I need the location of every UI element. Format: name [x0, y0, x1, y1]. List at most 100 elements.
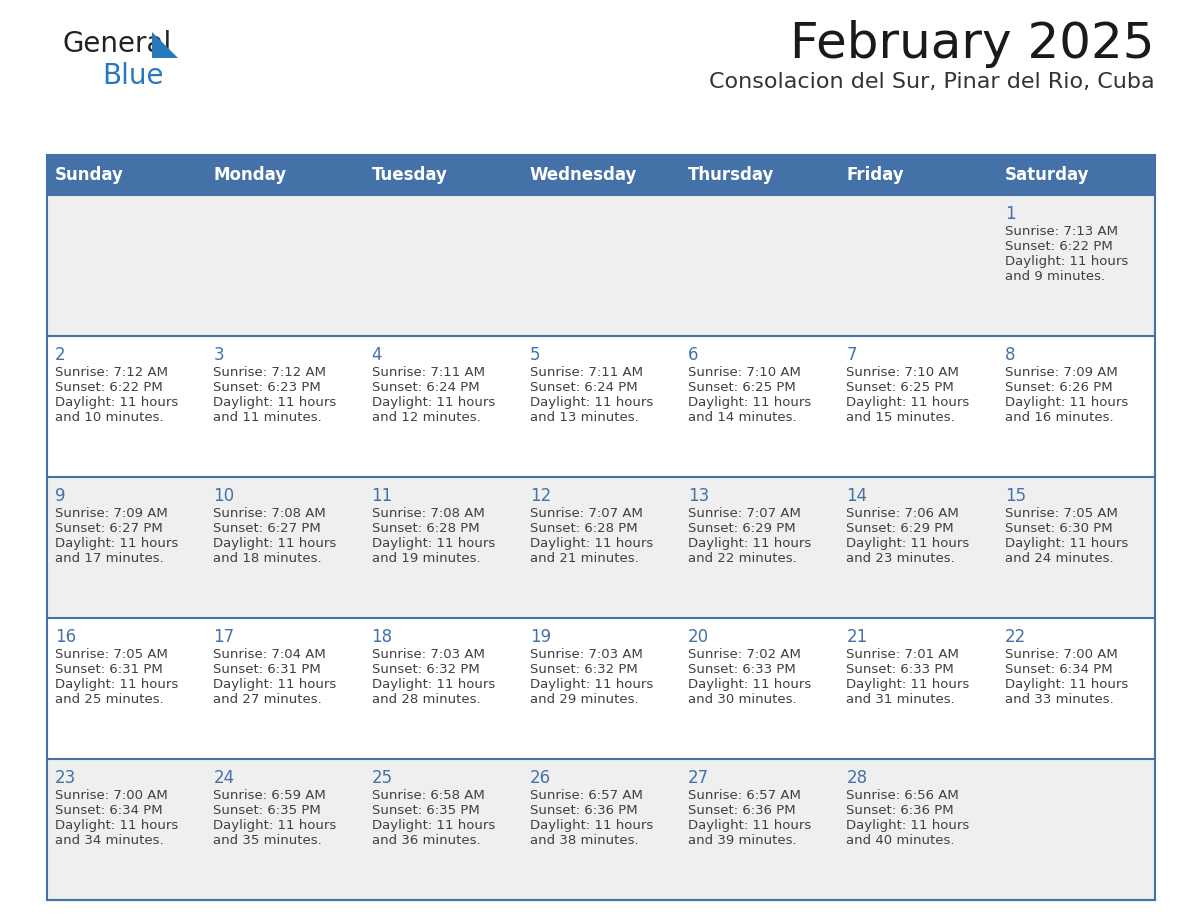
Text: Sunrise: 7:02 AM: Sunrise: 7:02 AM — [688, 648, 801, 661]
Text: 11: 11 — [372, 487, 393, 505]
Text: and 40 minutes.: and 40 minutes. — [846, 834, 955, 847]
Text: Daylight: 11 hours: Daylight: 11 hours — [55, 678, 178, 691]
Bar — [48, 336, 1155, 477]
Bar — [206, 155, 364, 195]
Text: Daylight: 11 hours: Daylight: 11 hours — [846, 537, 969, 550]
Text: Daylight: 11 hours: Daylight: 11 hours — [530, 819, 653, 832]
Text: Sunrise: 7:00 AM: Sunrise: 7:00 AM — [1005, 648, 1118, 661]
Text: and 38 minutes.: and 38 minutes. — [530, 834, 638, 847]
Text: and 9 minutes.: and 9 minutes. — [1005, 270, 1105, 283]
Text: 20: 20 — [688, 628, 709, 646]
Text: 25: 25 — [372, 769, 393, 787]
Text: Sunset: 6:36 PM: Sunset: 6:36 PM — [530, 804, 638, 817]
Text: and 24 minutes.: and 24 minutes. — [1005, 552, 1113, 565]
Text: Sunset: 6:35 PM: Sunset: 6:35 PM — [214, 804, 321, 817]
Text: Daylight: 11 hours: Daylight: 11 hours — [214, 537, 336, 550]
Text: Daylight: 11 hours: Daylight: 11 hours — [1005, 255, 1127, 268]
Text: Sunrise: 7:13 AM: Sunrise: 7:13 AM — [1005, 225, 1118, 238]
Bar — [48, 155, 1155, 900]
Text: Sunset: 6:36 PM: Sunset: 6:36 PM — [846, 804, 954, 817]
Text: 3: 3 — [214, 346, 223, 364]
Text: Sunset: 6:34 PM: Sunset: 6:34 PM — [1005, 663, 1112, 676]
Text: Sunrise: 7:05 AM: Sunrise: 7:05 AM — [55, 648, 168, 661]
Text: and 21 minutes.: and 21 minutes. — [530, 552, 639, 565]
Text: 22: 22 — [1005, 628, 1026, 646]
Text: and 31 minutes.: and 31 minutes. — [846, 693, 955, 706]
Text: 10: 10 — [214, 487, 234, 505]
Text: Daylight: 11 hours: Daylight: 11 hours — [372, 819, 495, 832]
Text: Daylight: 11 hours: Daylight: 11 hours — [846, 819, 969, 832]
Text: and 10 minutes.: and 10 minutes. — [55, 411, 164, 424]
Text: Sunset: 6:33 PM: Sunset: 6:33 PM — [846, 663, 954, 676]
Text: Sunset: 6:28 PM: Sunset: 6:28 PM — [530, 522, 638, 535]
Text: Sunday: Sunday — [55, 166, 124, 184]
Bar — [48, 155, 206, 195]
Text: Wednesday: Wednesday — [530, 166, 637, 184]
Text: 2: 2 — [55, 346, 65, 364]
Text: Sunset: 6:25 PM: Sunset: 6:25 PM — [846, 381, 954, 394]
Text: General: General — [62, 30, 171, 58]
Text: Daylight: 11 hours: Daylight: 11 hours — [688, 537, 811, 550]
Text: 5: 5 — [530, 346, 541, 364]
Text: 14: 14 — [846, 487, 867, 505]
Text: Daylight: 11 hours: Daylight: 11 hours — [55, 537, 178, 550]
Bar — [522, 155, 681, 195]
Text: Daylight: 11 hours: Daylight: 11 hours — [372, 396, 495, 409]
Text: 4: 4 — [372, 346, 383, 364]
Text: and 30 minutes.: and 30 minutes. — [688, 693, 797, 706]
Text: and 28 minutes.: and 28 minutes. — [372, 693, 480, 706]
Text: Sunrise: 7:10 AM: Sunrise: 7:10 AM — [846, 366, 959, 379]
Text: Sunset: 6:25 PM: Sunset: 6:25 PM — [688, 381, 796, 394]
Text: and 19 minutes.: and 19 minutes. — [372, 552, 480, 565]
Text: Sunrise: 7:07 AM: Sunrise: 7:07 AM — [530, 507, 643, 520]
Text: and 12 minutes.: and 12 minutes. — [372, 411, 480, 424]
Text: Daylight: 11 hours: Daylight: 11 hours — [214, 678, 336, 691]
Text: Sunrise: 7:09 AM: Sunrise: 7:09 AM — [55, 507, 168, 520]
Text: Monday: Monday — [214, 166, 286, 184]
Text: Saturday: Saturday — [1005, 166, 1089, 184]
Text: Daylight: 11 hours: Daylight: 11 hours — [688, 396, 811, 409]
Bar — [48, 195, 1155, 336]
Text: Sunrise: 6:59 AM: Sunrise: 6:59 AM — [214, 789, 326, 802]
Text: 16: 16 — [55, 628, 76, 646]
Text: Sunset: 6:24 PM: Sunset: 6:24 PM — [530, 381, 638, 394]
Text: and 22 minutes.: and 22 minutes. — [688, 552, 797, 565]
Text: and 35 minutes.: and 35 minutes. — [214, 834, 322, 847]
Text: 19: 19 — [530, 628, 551, 646]
Text: and 39 minutes.: and 39 minutes. — [688, 834, 797, 847]
Text: Sunset: 6:32 PM: Sunset: 6:32 PM — [372, 663, 479, 676]
Text: Sunset: 6:33 PM: Sunset: 6:33 PM — [688, 663, 796, 676]
Text: Sunrise: 7:11 AM: Sunrise: 7:11 AM — [530, 366, 643, 379]
Text: and 14 minutes.: and 14 minutes. — [688, 411, 797, 424]
Text: 27: 27 — [688, 769, 709, 787]
Text: Daylight: 11 hours: Daylight: 11 hours — [530, 678, 653, 691]
Bar — [681, 155, 839, 195]
Text: Sunset: 6:35 PM: Sunset: 6:35 PM — [372, 804, 479, 817]
Text: Sunrise: 7:03 AM: Sunrise: 7:03 AM — [372, 648, 485, 661]
Text: and 13 minutes.: and 13 minutes. — [530, 411, 639, 424]
Text: Sunset: 6:28 PM: Sunset: 6:28 PM — [372, 522, 479, 535]
Text: Sunset: 6:29 PM: Sunset: 6:29 PM — [846, 522, 954, 535]
Text: Daylight: 11 hours: Daylight: 11 hours — [688, 819, 811, 832]
Text: Sunrise: 6:58 AM: Sunrise: 6:58 AM — [372, 789, 485, 802]
Text: Daylight: 11 hours: Daylight: 11 hours — [846, 396, 969, 409]
Text: 23: 23 — [55, 769, 76, 787]
Text: Sunrise: 7:08 AM: Sunrise: 7:08 AM — [372, 507, 485, 520]
Text: Sunset: 6:22 PM: Sunset: 6:22 PM — [55, 381, 163, 394]
Text: 6: 6 — [688, 346, 699, 364]
Text: 8: 8 — [1005, 346, 1016, 364]
Text: Daylight: 11 hours: Daylight: 11 hours — [530, 537, 653, 550]
Text: and 15 minutes.: and 15 minutes. — [846, 411, 955, 424]
Text: 17: 17 — [214, 628, 234, 646]
Text: Sunrise: 7:07 AM: Sunrise: 7:07 AM — [688, 507, 801, 520]
Text: and 36 minutes.: and 36 minutes. — [372, 834, 480, 847]
Bar — [997, 155, 1155, 195]
Text: Daylight: 11 hours: Daylight: 11 hours — [688, 678, 811, 691]
Text: Daylight: 11 hours: Daylight: 11 hours — [1005, 537, 1127, 550]
Text: 21: 21 — [846, 628, 867, 646]
Text: Daylight: 11 hours: Daylight: 11 hours — [372, 678, 495, 691]
Text: Sunset: 6:32 PM: Sunset: 6:32 PM — [530, 663, 638, 676]
Text: Sunrise: 7:05 AM: Sunrise: 7:05 AM — [1005, 507, 1118, 520]
Text: Sunrise: 7:06 AM: Sunrise: 7:06 AM — [846, 507, 959, 520]
Text: Sunrise: 7:12 AM: Sunrise: 7:12 AM — [55, 366, 168, 379]
